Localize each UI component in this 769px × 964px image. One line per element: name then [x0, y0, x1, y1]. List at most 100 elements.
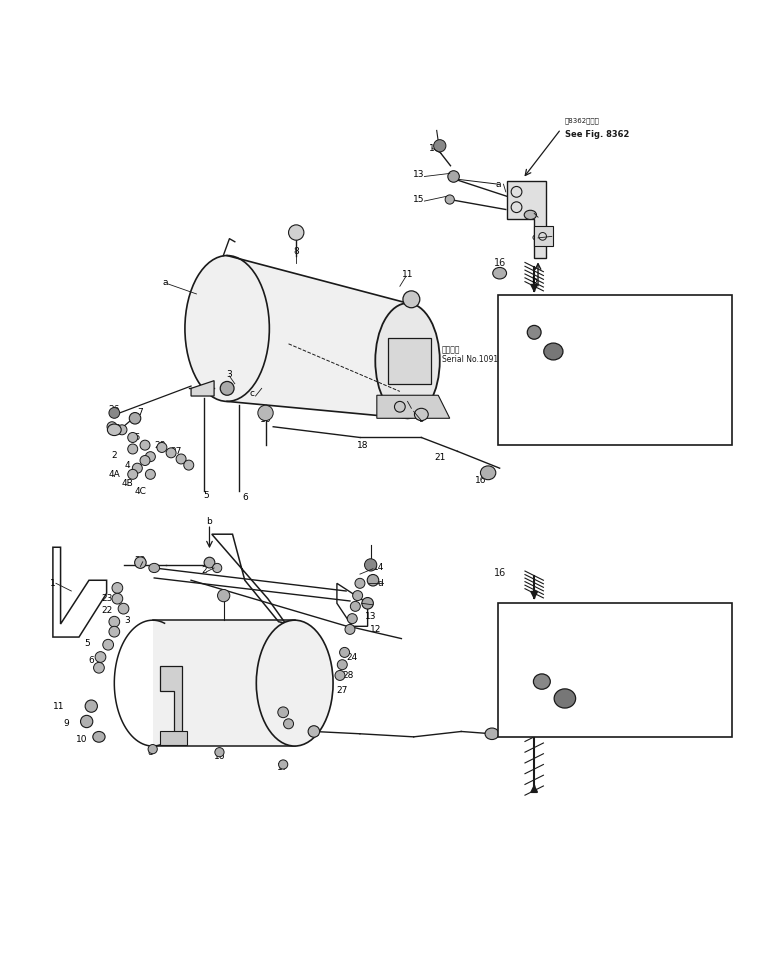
Ellipse shape — [414, 409, 428, 420]
Ellipse shape — [145, 452, 155, 462]
Text: See Fig. 8362: See Fig. 8362 — [565, 130, 629, 140]
Text: 23: 23 — [101, 594, 112, 603]
Ellipse shape — [107, 421, 117, 432]
Text: 15: 15 — [413, 195, 424, 204]
Bar — [498, 296, 732, 445]
Ellipse shape — [85, 700, 98, 712]
Polygon shape — [227, 255, 408, 418]
Text: 21: 21 — [434, 453, 445, 462]
Circle shape — [258, 405, 273, 420]
Ellipse shape — [353, 591, 363, 601]
Ellipse shape — [544, 343, 563, 360]
Ellipse shape — [362, 598, 374, 609]
Ellipse shape — [215, 748, 224, 757]
Text: 27: 27 — [337, 686, 348, 695]
Text: 3: 3 — [227, 370, 232, 379]
Text: 5: 5 — [84, 639, 89, 648]
Polygon shape — [388, 337, 431, 384]
Text: b: b — [207, 518, 212, 526]
Text: 20: 20 — [135, 556, 146, 565]
Ellipse shape — [135, 557, 146, 569]
Ellipse shape — [335, 670, 345, 681]
Text: 19A: 19A — [575, 328, 594, 337]
Circle shape — [434, 140, 446, 152]
Ellipse shape — [448, 171, 459, 182]
Text: a: a — [163, 278, 168, 287]
Ellipse shape — [212, 563, 221, 573]
Ellipse shape — [348, 614, 358, 624]
Ellipse shape — [355, 578, 365, 588]
Text: 8: 8 — [293, 247, 299, 256]
Ellipse shape — [103, 639, 114, 650]
Ellipse shape — [176, 454, 186, 464]
Ellipse shape — [204, 557, 215, 568]
Ellipse shape — [394, 401, 405, 413]
Bar — [498, 602, 732, 736]
Ellipse shape — [485, 728, 499, 739]
Text: 6: 6 — [88, 656, 94, 664]
Text: c: c — [250, 389, 255, 398]
Text: 8: 8 — [148, 748, 153, 757]
Text: c: c — [531, 233, 537, 242]
Text: 22: 22 — [101, 605, 112, 615]
Ellipse shape — [128, 433, 138, 442]
Ellipse shape — [140, 456, 150, 466]
Text: 7: 7 — [138, 409, 143, 417]
Circle shape — [218, 589, 230, 602]
Text: 26: 26 — [108, 405, 120, 414]
Circle shape — [109, 408, 120, 418]
Text: 9: 9 — [418, 415, 424, 423]
Ellipse shape — [345, 625, 355, 634]
Circle shape — [288, 225, 304, 240]
Ellipse shape — [109, 627, 120, 637]
Ellipse shape — [166, 448, 176, 458]
Text: 25: 25 — [129, 433, 141, 442]
Text: 13: 13 — [413, 171, 424, 179]
Text: d: d — [531, 210, 537, 220]
Polygon shape — [508, 181, 546, 257]
Ellipse shape — [351, 602, 361, 611]
Text: 4A: 4A — [108, 469, 120, 479]
Polygon shape — [377, 395, 450, 418]
Text: 14: 14 — [428, 144, 440, 152]
Text: 11: 11 — [401, 270, 413, 280]
Text: 19: 19 — [575, 348, 587, 358]
Text: 4B: 4B — [122, 479, 133, 488]
Text: 4C: 4C — [135, 488, 146, 496]
Text: 4: 4 — [125, 461, 130, 469]
Ellipse shape — [534, 674, 551, 689]
Text: 23: 23 — [283, 722, 295, 731]
Ellipse shape — [129, 413, 141, 424]
Ellipse shape — [308, 726, 320, 737]
Bar — [161, 731, 187, 744]
Text: 17: 17 — [278, 763, 289, 772]
Text: 13: 13 — [365, 612, 377, 621]
Text: 12: 12 — [370, 625, 381, 634]
Ellipse shape — [184, 460, 194, 470]
Text: 2: 2 — [112, 450, 117, 460]
Text: 18: 18 — [358, 441, 369, 449]
Text: a: a — [495, 179, 501, 189]
Circle shape — [365, 559, 377, 571]
Ellipse shape — [145, 469, 155, 479]
Text: 9: 9 — [63, 719, 68, 728]
Ellipse shape — [493, 267, 507, 279]
Text: 14: 14 — [373, 564, 384, 573]
Ellipse shape — [118, 603, 129, 614]
Text: 10: 10 — [75, 735, 87, 743]
Text: b: b — [531, 277, 537, 285]
Ellipse shape — [128, 469, 138, 479]
Ellipse shape — [185, 255, 269, 401]
Ellipse shape — [554, 689, 576, 709]
Bar — [534, 227, 554, 246]
Text: 2: 2 — [201, 566, 207, 575]
Ellipse shape — [368, 575, 379, 586]
Text: 16: 16 — [260, 415, 271, 423]
Ellipse shape — [140, 441, 150, 450]
Text: 24: 24 — [347, 653, 358, 661]
Ellipse shape — [528, 326, 541, 339]
Ellipse shape — [375, 303, 440, 418]
Ellipse shape — [94, 662, 105, 673]
Text: 1: 1 — [50, 578, 56, 588]
Text: d: d — [378, 578, 384, 588]
